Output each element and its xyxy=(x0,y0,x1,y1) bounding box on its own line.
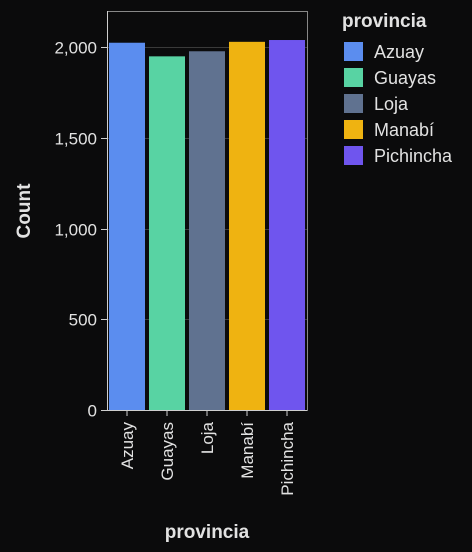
y-tick-label: 2,000 xyxy=(54,39,97,58)
legend-entry-label: Pichincha xyxy=(374,146,453,166)
bar-azuay xyxy=(109,42,145,410)
legend-swatch-pichincha xyxy=(344,146,363,165)
y-axis-title: Count xyxy=(14,183,35,239)
x-tick-label: Manabí xyxy=(238,422,257,479)
x-tick-label: Loja xyxy=(198,421,217,454)
bar-loja xyxy=(189,51,225,410)
legend: provincia Azuay Guayas Loja Manabí Pichincha xyxy=(342,11,453,166)
y-tick-label: 1,000 xyxy=(54,221,97,240)
legend-title: provincia xyxy=(342,11,427,32)
bar-pichincha xyxy=(269,40,305,410)
x-tick-label: Guayas xyxy=(158,422,177,481)
bar-manabí xyxy=(229,41,265,410)
legend-entry-label: Guayas xyxy=(374,68,436,88)
legend-swatch-guayas xyxy=(344,68,363,87)
axes: 0 500 1,000 1,500 2,000 Azuay Guayas Loja Manabí… xyxy=(54,11,308,496)
y-tick-label: 500 xyxy=(69,311,97,330)
y-tick-label: 0 xyxy=(88,402,97,421)
legend-swatch-manabí xyxy=(344,120,363,139)
x-axis-title: provincia xyxy=(165,522,250,543)
y-tick-label: 1,500 xyxy=(54,130,97,149)
x-tick-label: Pichincha xyxy=(278,421,297,495)
bar-guayas xyxy=(149,56,185,410)
legend-entry-label: Loja xyxy=(374,94,409,114)
x-tick-label: Azuay xyxy=(118,422,137,470)
legend-swatch-azuay xyxy=(344,42,363,61)
legend-swatch-loja xyxy=(344,94,363,113)
legend-entry-label: Manabí xyxy=(374,120,434,140)
bars xyxy=(109,40,305,410)
legend-entry-label: Azuay xyxy=(374,42,424,62)
